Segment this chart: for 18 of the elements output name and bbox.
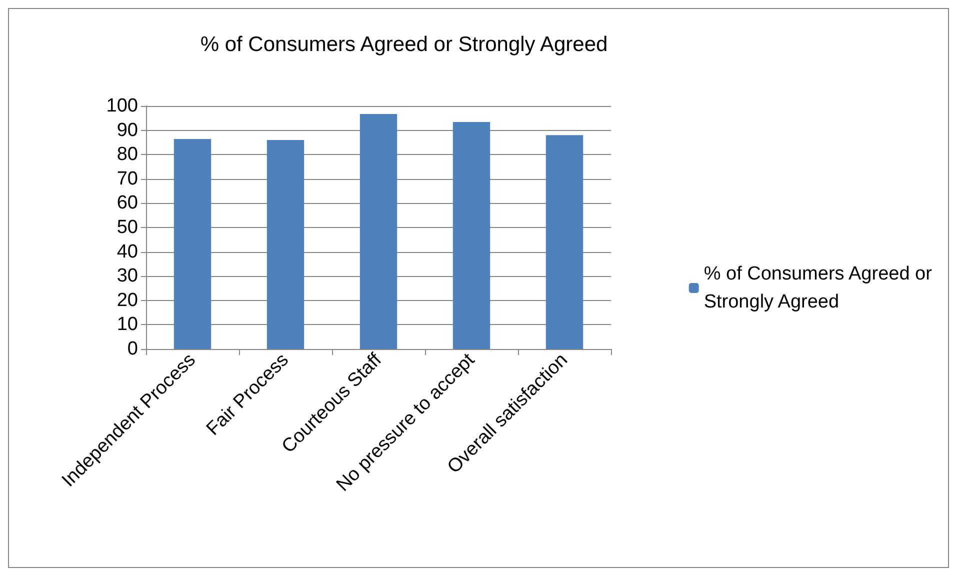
bar — [360, 114, 398, 349]
bar — [452, 122, 490, 349]
bar — [174, 139, 212, 349]
y-tick-label: 80 — [116, 144, 138, 166]
legend-label: % of Consumers Agreed or Strongly Agreed — [704, 264, 933, 312]
y-tick-label: 0 — [127, 338, 138, 360]
y-tick-label: 70 — [116, 168, 138, 190]
y-tick-label: 40 — [116, 241, 138, 262]
chart-title: % of Consumers Agreed or Strongly Agreed — [200, 33, 608, 56]
y-tick-label: 90 — [116, 120, 138, 141]
y-tick-label: 30 — [116, 266, 138, 287]
y-tick-label: 100 — [106, 96, 138, 116]
y-tick-label: 60 — [116, 192, 138, 214]
y-tick-label: 50 — [116, 217, 138, 238]
y-tick-label: 20 — [116, 290, 138, 311]
y-tick-label: 10 — [116, 314, 138, 336]
bar — [546, 135, 584, 349]
bar — [266, 140, 304, 349]
